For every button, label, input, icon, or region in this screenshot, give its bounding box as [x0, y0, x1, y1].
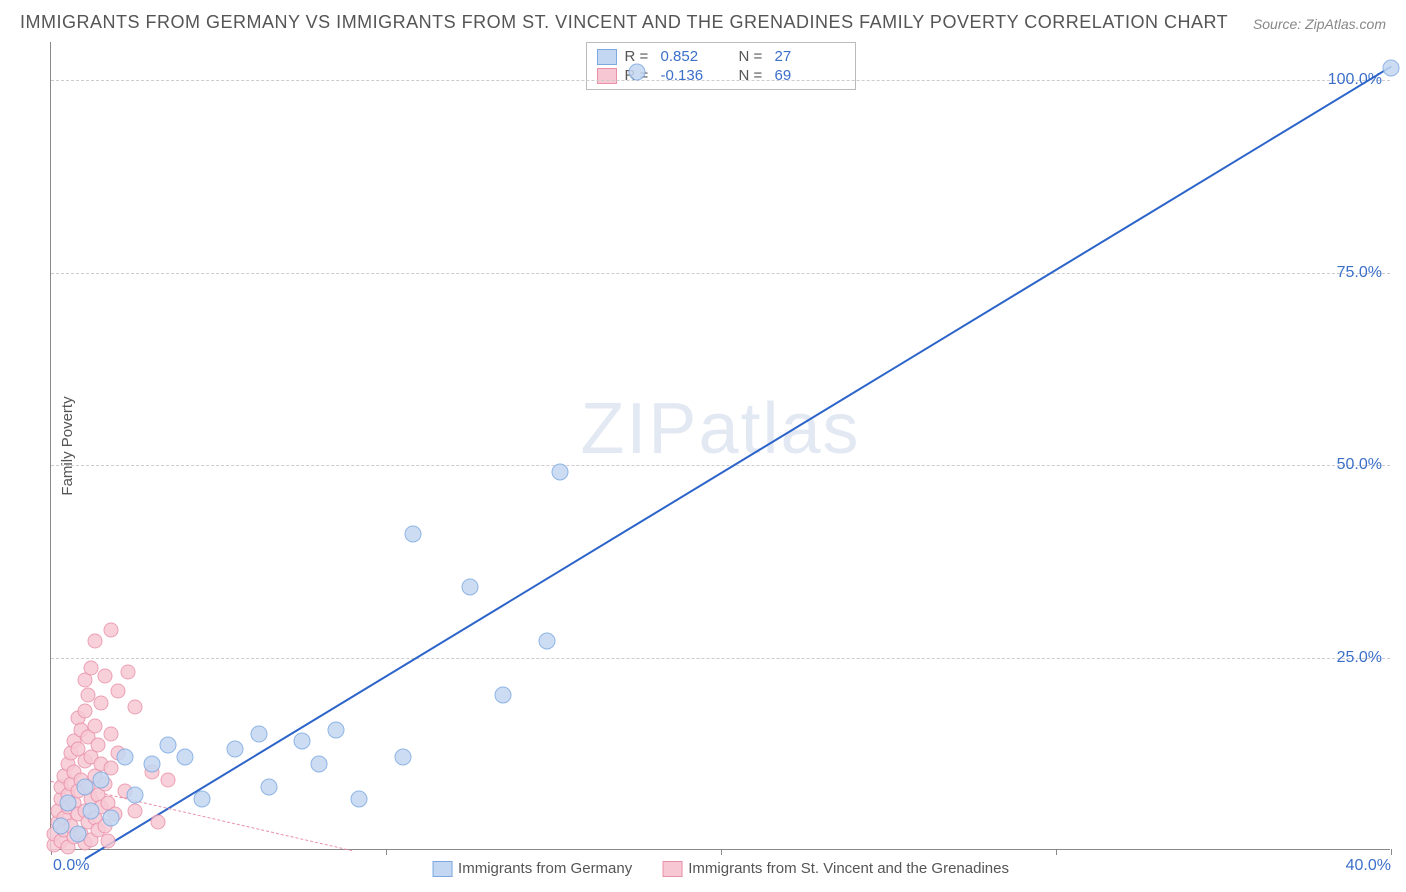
- watermark: ZIPatlas: [580, 388, 860, 470]
- data-point: [53, 817, 70, 834]
- x-tick-mark: [1391, 849, 1392, 855]
- correlation-stats-box: R = 0.852 N = 27 R = -0.136 N = 69: [586, 42, 856, 90]
- data-point: [160, 737, 177, 754]
- data-point: [90, 738, 105, 753]
- x-tick-label: 0.0%: [53, 857, 89, 875]
- data-point: [87, 634, 102, 649]
- data-point: [111, 684, 126, 699]
- y-tick-label: 75.0%: [1337, 264, 1382, 282]
- legend-item-series-2: Immigrants from St. Vincent and the Gren…: [662, 860, 1009, 877]
- data-point: [127, 803, 142, 818]
- data-point: [394, 748, 411, 765]
- legend-swatch-2: [662, 861, 682, 877]
- data-point: [87, 718, 102, 733]
- chart-title: IMMIGRANTS FROM GERMANY VS IMMIGRANTS FR…: [20, 12, 1228, 33]
- x-tick-mark: [386, 849, 387, 855]
- data-point: [250, 725, 267, 742]
- gridline: [51, 273, 1390, 274]
- legend-label-2: Immigrants from St. Vincent and the Gren…: [688, 860, 1009, 877]
- data-point: [104, 726, 119, 741]
- data-point: [351, 790, 368, 807]
- r-value-series-1: 0.852: [661, 48, 731, 65]
- source-attribution: Source: ZipAtlas.com: [1253, 16, 1386, 32]
- data-point: [1383, 59, 1400, 76]
- legend-swatch-1: [432, 861, 452, 877]
- data-point: [177, 748, 194, 765]
- data-point: [538, 633, 555, 650]
- data-point: [69, 825, 86, 842]
- n-label: N =: [739, 48, 767, 65]
- data-point: [59, 794, 76, 811]
- data-point: [126, 787, 143, 804]
- y-tick-label: 25.0%: [1337, 649, 1382, 667]
- data-point: [327, 721, 344, 738]
- x-tick-mark: [1056, 849, 1057, 855]
- bottom-legend: Immigrants from Germany Immigrants from …: [432, 860, 1009, 877]
- data-point: [294, 733, 311, 750]
- x-tick-label: 40.0%: [1346, 857, 1391, 875]
- gridline: [51, 658, 1390, 659]
- gridline: [51, 465, 1390, 466]
- data-point: [97, 668, 112, 683]
- data-point: [127, 699, 142, 714]
- data-point: [116, 748, 133, 765]
- data-point: [143, 756, 160, 773]
- data-point: [93, 771, 110, 788]
- legend-item-series-1: Immigrants from Germany: [432, 860, 632, 877]
- data-point: [151, 815, 166, 830]
- data-point: [260, 779, 277, 796]
- data-point: [77, 703, 92, 718]
- data-point: [100, 834, 115, 849]
- data-point: [629, 63, 646, 80]
- legend-label-1: Immigrants from Germany: [458, 860, 632, 877]
- trend-line: [84, 65, 1392, 859]
- data-point: [94, 695, 109, 710]
- gridline: [51, 80, 1390, 81]
- x-tick-mark: [721, 849, 722, 855]
- data-point: [121, 665, 136, 680]
- data-point: [76, 779, 93, 796]
- data-point: [104, 622, 119, 637]
- scatter-plot-area: ZIPatlas R = 0.852 N = 27 R = -0.136 N =…: [50, 42, 1390, 850]
- data-point: [311, 756, 328, 773]
- watermark-zip: ZIP: [580, 389, 698, 469]
- data-point: [495, 687, 512, 704]
- data-point: [552, 463, 569, 480]
- n-value-series-1: 27: [775, 48, 845, 65]
- data-point: [404, 525, 421, 542]
- data-point: [83, 802, 100, 819]
- data-point: [461, 579, 478, 596]
- swatch-series-1: [597, 49, 617, 65]
- data-point: [227, 740, 244, 757]
- data-point: [161, 772, 176, 787]
- y-tick-label: 50.0%: [1337, 456, 1382, 474]
- data-point: [193, 790, 210, 807]
- data-point: [103, 810, 120, 827]
